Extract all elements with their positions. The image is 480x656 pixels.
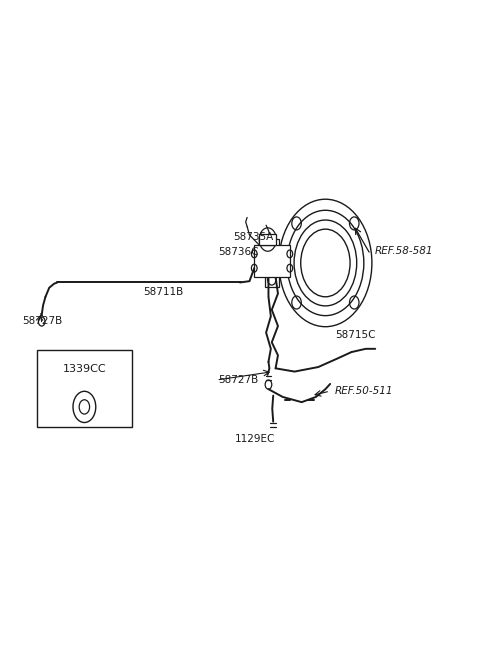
- FancyBboxPatch shape: [264, 239, 279, 255]
- Text: 58711B: 58711B: [143, 287, 183, 297]
- Text: 58715C: 58715C: [335, 329, 375, 340]
- Text: 1129EC: 1129EC: [235, 434, 276, 443]
- Text: REF.50-511: REF.50-511: [335, 386, 394, 396]
- Text: 58736C: 58736C: [219, 247, 259, 257]
- FancyBboxPatch shape: [264, 272, 279, 287]
- Text: 58735A: 58735A: [233, 232, 273, 242]
- Text: 1339CC: 1339CC: [62, 363, 106, 373]
- FancyBboxPatch shape: [254, 245, 290, 277]
- FancyBboxPatch shape: [37, 350, 132, 427]
- FancyBboxPatch shape: [259, 234, 276, 245]
- Text: 58727B: 58727B: [219, 375, 259, 385]
- Text: REF.58-581: REF.58-581: [375, 246, 434, 256]
- Text: 58727B: 58727B: [22, 316, 62, 327]
